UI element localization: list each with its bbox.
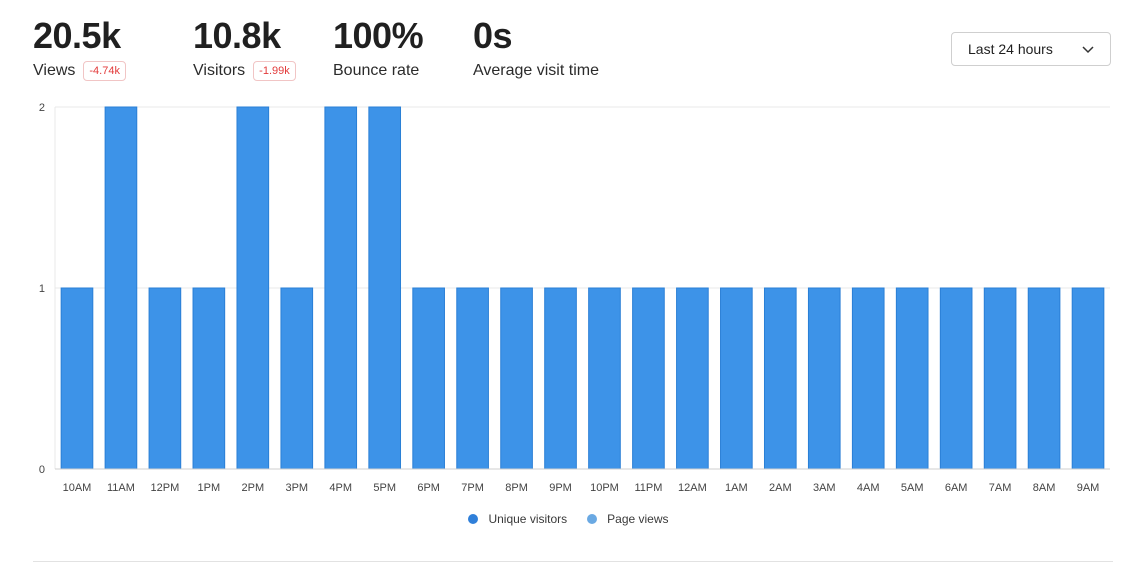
x-tick-label: 4AM — [857, 482, 880, 494]
metric-delta-badge: -1.99k — [253, 61, 296, 81]
bar — [104, 106, 138, 470]
y-tick-label: 1 — [39, 283, 45, 295]
x-tick-label: 3AM — [813, 482, 836, 494]
x-tick-label: 9AM — [1077, 482, 1100, 494]
visitors-bar-chart: 0 1 2 10AM 11AM 12PM 1PM 2PM 3PM 4PM 5PM 6PM 7PM 8PM 9… — [39, 102, 1110, 494]
bar — [1071, 287, 1105, 470]
date-range-label: Last 24 hours — [968, 41, 1053, 57]
legend-label: Unique visitors — [488, 512, 568, 526]
bar — [500, 287, 533, 470]
y-tick-label: 0 — [39, 464, 45, 476]
x-tick-label: 1AM — [725, 482, 748, 494]
bar — [851, 287, 885, 470]
x-tick-label: 5AM — [901, 482, 924, 494]
bar — [676, 287, 709, 470]
metric-visitors: 10.8k Visitors -1.99k — [193, 14, 296, 84]
legend-item-page-views[interactable]: Page views — [587, 512, 669, 526]
x-tick-label: 10PM — [590, 482, 619, 494]
bar — [983, 287, 1017, 470]
date-range-select[interactable]: Last 24 hours — [951, 32, 1111, 66]
bar — [368, 106, 402, 470]
bar — [807, 287, 841, 470]
chevron-down-icon — [1082, 46, 1094, 54]
x-tick-label: 6PM — [417, 482, 440, 494]
divider — [33, 561, 1113, 562]
chart-legend: Unique visitors Page views — [0, 512, 1137, 526]
x-tick-label: 11AM — [107, 482, 135, 494]
bar — [192, 287, 226, 470]
bar — [720, 287, 753, 470]
bar — [939, 287, 973, 470]
metric-value: 20.5k — [33, 15, 121, 56]
x-tick-label: 3PM — [285, 482, 308, 494]
x-tick-label: 12PM — [151, 482, 180, 494]
metric-label: Bounce rate — [333, 62, 420, 79]
metric-average-visit-time: 0s Average visit time — [473, 14, 599, 84]
legend-dot-icon — [587, 514, 598, 524]
x-tick-label: 12AM — [678, 482, 707, 494]
metric-label: Visitors — [193, 62, 246, 79]
x-tick-label: 10AM — [63, 482, 92, 494]
bar — [324, 106, 358, 470]
bar — [895, 287, 929, 470]
bar — [236, 106, 270, 470]
bar — [280, 287, 314, 470]
x-tick-label: 8AM — [1033, 482, 1056, 494]
metric-views: 20.5k Views -4.74k — [33, 14, 126, 84]
legend-item-unique-visitors[interactable]: Unique visitors — [468, 512, 567, 526]
x-tick-label: 1PM — [198, 482, 221, 494]
x-tick-label: 7PM — [461, 482, 484, 494]
metrics-bar: 20.5k Views -4.74k 10.8k Visitors -1.99k… — [33, 14, 733, 84]
x-tick-label: 2PM — [242, 482, 265, 494]
metric-label: Average visit time — [473, 62, 599, 79]
x-tick-label: 4PM — [329, 482, 352, 494]
metric-value: 100% — [333, 15, 424, 56]
x-tick-label: 2AM — [769, 482, 792, 494]
bar — [456, 287, 489, 470]
y-tick-label: 2 — [39, 102, 45, 114]
legend-label: Page views — [607, 512, 669, 526]
bar — [763, 287, 797, 470]
x-tick-label: 6AM — [945, 482, 968, 494]
metric-value: 10.8k — [193, 15, 281, 56]
bar — [412, 287, 445, 470]
bar — [148, 287, 182, 470]
metric-delta-badge: -4.74k — [83, 61, 126, 81]
bar — [588, 287, 621, 470]
x-tick-label: 9PM — [549, 482, 572, 494]
legend-dot-icon — [468, 514, 479, 524]
bar — [60, 287, 94, 470]
x-tick-label: 5PM — [373, 482, 396, 494]
metric-bounce-rate: 100% Bounce rate — [333, 14, 424, 84]
bar — [544, 287, 577, 470]
metric-label: Views — [33, 62, 76, 79]
bar — [1027, 287, 1061, 470]
bar — [632, 287, 665, 470]
x-tick-label: 8PM — [505, 482, 528, 494]
x-tick-label: 7AM — [989, 482, 1012, 494]
x-tick-label: 11PM — [634, 482, 662, 494]
metric-value: 0s — [473, 15, 513, 56]
